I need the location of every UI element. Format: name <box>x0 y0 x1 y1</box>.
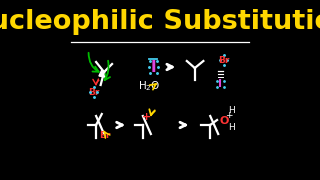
Text: +: + <box>142 112 151 122</box>
Text: I: I <box>150 60 156 75</box>
Text: Br: Br <box>88 87 100 96</box>
Text: O: O <box>219 116 228 126</box>
Text: Br: Br <box>99 132 110 141</box>
Text: Br: Br <box>218 55 230 64</box>
Text: I: I <box>219 79 222 89</box>
Text: H$_2$O: H$_2$O <box>138 79 160 93</box>
Text: H: H <box>228 105 235 114</box>
Polygon shape <box>99 70 105 77</box>
Text: +: + <box>225 111 233 120</box>
Text: Nucleophilic Substitution: Nucleophilic Substitution <box>0 9 320 35</box>
Text: H: H <box>228 123 235 132</box>
